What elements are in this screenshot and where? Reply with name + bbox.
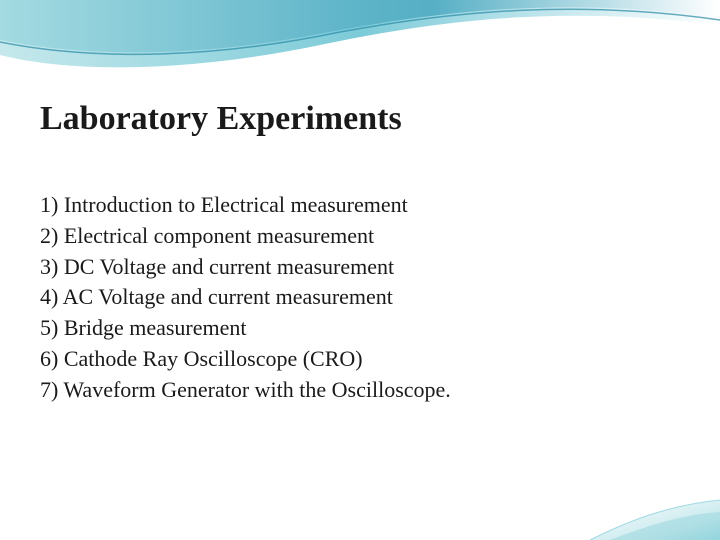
footer-curl-decoration — [560, 450, 720, 540]
wave-svg — [0, 0, 720, 90]
header-wave-decoration — [0, 0, 720, 90]
list-item: 5) Bridge measurement — [40, 313, 451, 344]
list-item: 2) Electrical component measurement — [40, 221, 451, 252]
list-item: 1) Introduction to Electrical measuremen… — [40, 190, 451, 221]
list-item: 4) AC Voltage and current measurement — [40, 282, 451, 313]
curl-svg — [560, 450, 720, 540]
list-item: 3) DC Voltage and current measurement — [40, 252, 451, 283]
experiments-list: 1) Introduction to Electrical measuremen… — [40, 190, 451, 406]
list-item: 6) Cathode Ray Oscilloscope (CRO) — [40, 344, 451, 375]
list-item: 7) Waveform Generator with the Oscillosc… — [40, 375, 451, 406]
slide-title: Laboratory Experiments — [40, 100, 402, 137]
